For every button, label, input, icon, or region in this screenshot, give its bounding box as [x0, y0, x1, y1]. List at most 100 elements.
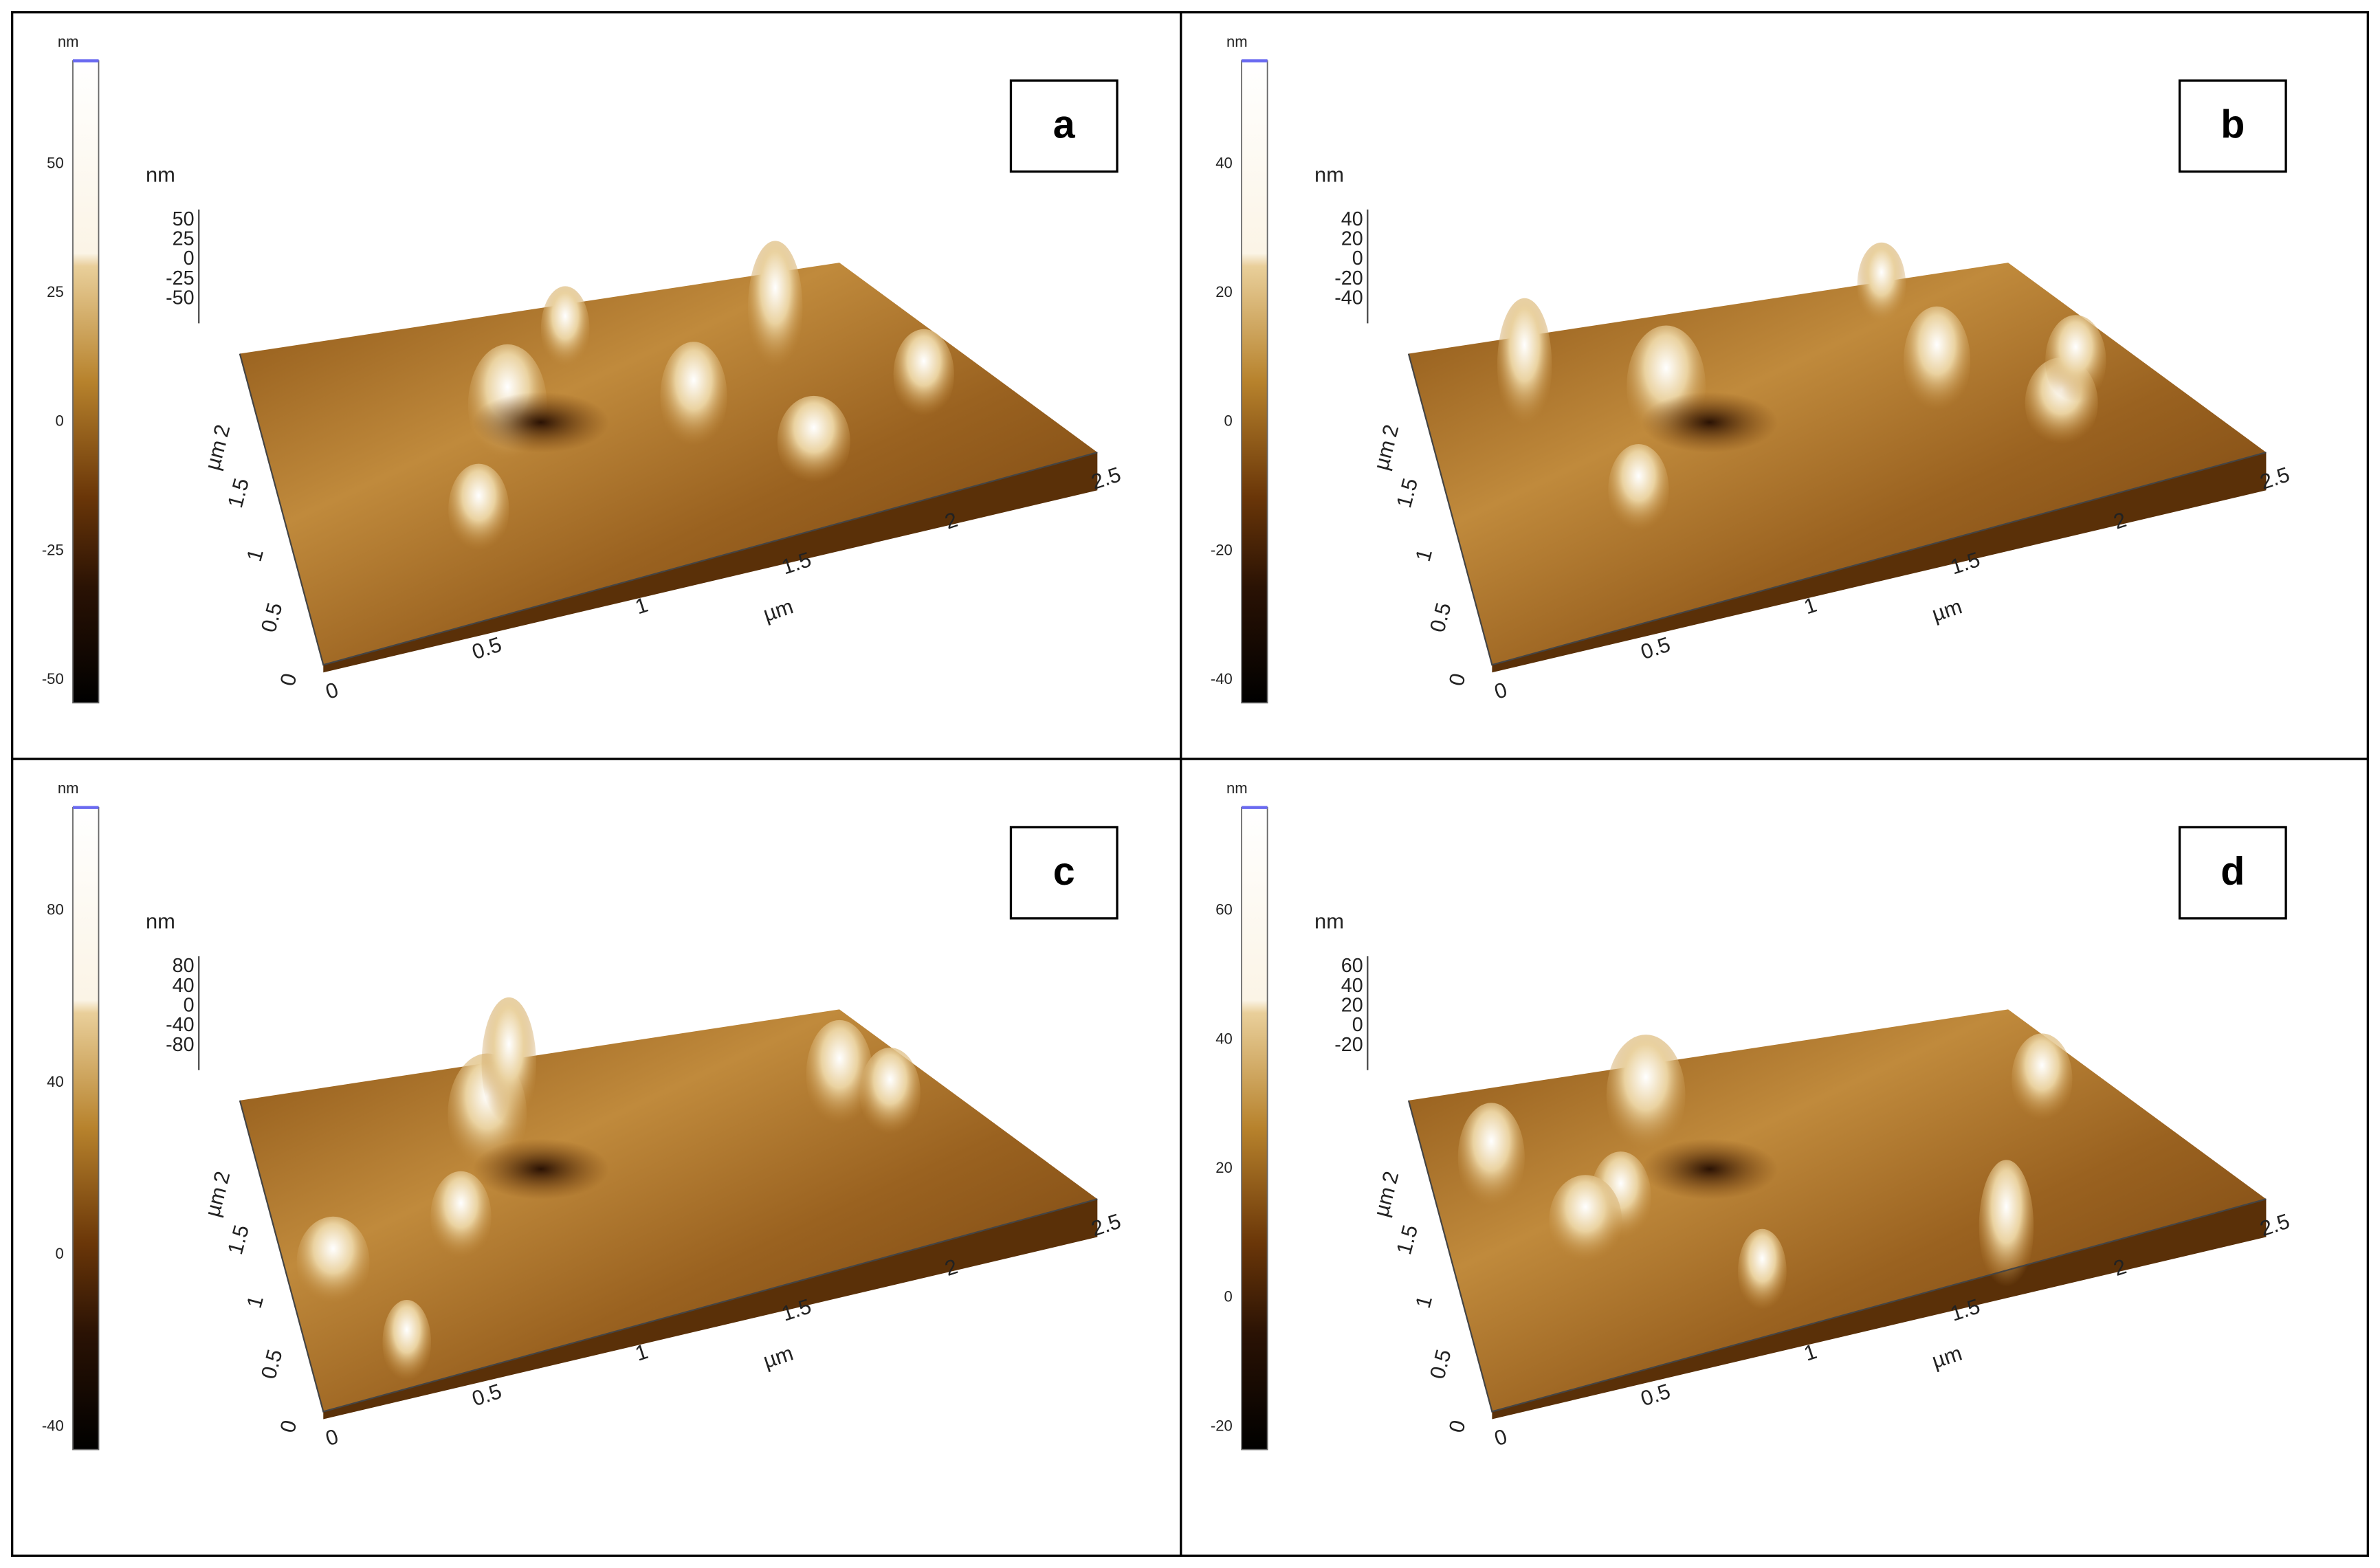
surface-peak: [2012, 1033, 2073, 1125]
y-tick: 1.5: [1391, 1222, 1422, 1257]
z-tick: 0: [184, 995, 195, 1017]
colorbar-tick: 40: [1215, 1030, 1233, 1047]
axis-line: [239, 1100, 1098, 1413]
z-axis-unit: nm: [1314, 162, 1344, 186]
panel-label: b: [2221, 103, 2245, 147]
surface-pit: [1641, 1138, 1778, 1200]
z-tick: 80: [173, 955, 195, 977]
y-tick: 1.5: [1391, 476, 1422, 511]
surface-peak: [1457, 1103, 1525, 1213]
z-tick: -20: [1334, 267, 1363, 289]
z-tick: -80: [166, 1034, 194, 1056]
colorbar-tick: 0: [1224, 1288, 1233, 1305]
colorbar-tick: 0: [1224, 412, 1233, 430]
surface: [239, 263, 1098, 665]
surface-peak: [660, 342, 727, 452]
colorbar-tick: -40: [1211, 670, 1233, 687]
colorbar: [1241, 806, 1268, 1450]
surface-peak: [430, 1171, 492, 1263]
colorbar-tick: 40: [47, 1073, 64, 1090]
z-tick: -40: [166, 1014, 194, 1036]
colorbar: [72, 806, 100, 1450]
surface-side: [1492, 1199, 2267, 1420]
z-tick: 0: [1352, 1014, 1363, 1036]
panel-label-box: [2178, 79, 2287, 173]
x-axis-unit: µm: [760, 594, 796, 626]
panel: nm40200-20-40bnm40200-20-4000.511.52µm00…: [1211, 33, 2293, 704]
panel-label-box: [1009, 826, 1119, 920]
surface-peak: [1549, 1175, 1622, 1266]
y-tick: 2: [1377, 1169, 1403, 1186]
surface-side: [1492, 452, 2267, 673]
outer-border: [11, 11, 2369, 1557]
colorbar-tick: 50: [47, 154, 64, 171]
z-axis-unit: nm: [146, 162, 175, 186]
surface-peak: [1497, 298, 1552, 432]
y-tick: 1.5: [223, 1222, 254, 1257]
surface-peak: [448, 463, 509, 555]
y-axis-unit: µm: [1369, 437, 1400, 472]
y-tick: 0: [275, 671, 301, 689]
panel-label-box: [2178, 826, 2287, 920]
z-tick: 20: [1341, 995, 1363, 1017]
surface-peak: [2045, 315, 2106, 406]
x-tick: 0: [1491, 677, 1510, 704]
x-axis-unit: µm: [1929, 594, 1965, 626]
surface-peak: [806, 1019, 873, 1129]
colorbar-tick: 20: [1215, 1159, 1233, 1176]
x-tick: 0.5: [469, 632, 505, 665]
x-tick: 0.5: [469, 1379, 505, 1411]
y-tick: 0: [275, 1417, 301, 1435]
panel-label-box: [1009, 79, 1119, 173]
surface: [239, 1009, 1098, 1412]
surface-peak: [540, 286, 590, 372]
z-tick: 60: [1341, 955, 1363, 977]
z-tick: -50: [166, 287, 194, 309]
y-tick: 1: [242, 1293, 268, 1311]
z-tick: -20: [1334, 1034, 1363, 1056]
colorbar-tick: -40: [42, 1417, 64, 1434]
panel-label: a: [1053, 103, 1076, 147]
colorbar-unit: nm: [1226, 33, 1248, 50]
z-tick: 25: [173, 228, 195, 250]
y-tick: 0.5: [256, 1347, 287, 1382]
panel: nm50250-25-50anm50250-25-5000.511.52µm00…: [42, 33, 1124, 704]
surface: [1408, 1009, 2267, 1412]
surface-peak: [777, 395, 850, 487]
colorbar-unit: nm: [1226, 780, 1248, 797]
x-tick: 0: [322, 677, 341, 704]
x-tick: 1: [1801, 1339, 1820, 1366]
y-tick: 1.5: [223, 476, 254, 511]
surface-pit: [1641, 392, 1778, 453]
z-tick: 40: [1341, 975, 1363, 997]
panel-label: c: [1053, 850, 1075, 894]
colorbar-tick: -20: [1211, 1417, 1233, 1434]
x-axis-unit: µm: [1929, 1341, 1965, 1373]
colorbar-tick: 60: [1215, 901, 1233, 918]
surface-peak: [893, 329, 954, 421]
surface-peak: [382, 1299, 432, 1385]
y-tick: 0.5: [1425, 600, 1456, 635]
colorbar-tick: 20: [1215, 283, 1233, 300]
axis-line: [1407, 353, 2267, 666]
colorbar-tick: 80: [47, 901, 64, 918]
surface-peak: [1608, 444, 1669, 535]
surface-side: [323, 1199, 1098, 1420]
x-tick: 0.5: [1638, 632, 1673, 665]
z-tick: 0: [184, 247, 195, 269]
surface-peak: [1738, 1228, 1787, 1314]
panel: nm80400-40cnm80400-40-8000.511.52µm00.51…: [42, 780, 1124, 1450]
y-axis-unit: µm: [200, 437, 231, 472]
y-tick: 2: [1377, 422, 1403, 440]
surface-peak: [1857, 242, 1906, 328]
surface-pit: [472, 392, 610, 453]
surface-pit: [472, 1138, 610, 1200]
z-tick: 40: [1341, 208, 1363, 230]
colorbar-tick: -25: [42, 541, 64, 558]
panel: nm6040200-20dnm6040200-2000.511.52µm00.5…: [1211, 780, 2293, 1450]
z-tick: 20: [1341, 228, 1363, 250]
x-axis-unit: µm: [760, 1341, 796, 1373]
colorbar-unit: nm: [58, 780, 79, 797]
